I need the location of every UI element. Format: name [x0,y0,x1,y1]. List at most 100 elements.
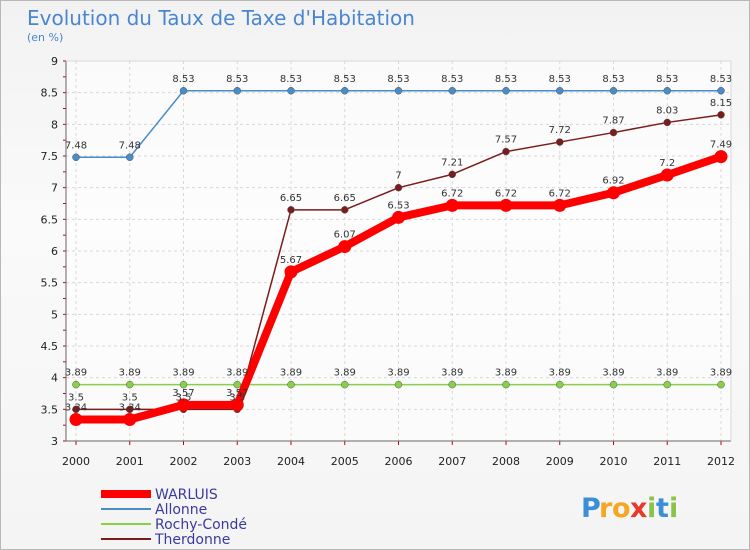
data-label: 8.53 [495,74,517,85]
data-point [607,186,620,200]
data-point [556,87,564,95]
data-label: 8.03 [656,105,678,116]
data-label: 7.49 [710,140,732,151]
data-label: 3.34 [119,402,141,413]
y-tick-label: 7.5 [41,150,59,163]
x-tick-label: 2006 [385,455,413,468]
data-label: 3.89 [549,368,571,379]
data-label: 7.57 [495,135,517,146]
data-label: 3.5 [68,392,84,403]
y-tick-label: 6.5 [41,213,59,226]
data-label: 8.15 [710,98,732,109]
svg-text:x: x [630,493,647,524]
data-point [663,380,671,389]
data-point [126,153,134,162]
data-label: 3.89 [65,368,87,379]
data-label: 8.53 [656,74,678,85]
svg-text:i: i [647,493,656,524]
data-label: 3.89 [387,368,409,379]
data-label: 8.53 [549,74,571,85]
data-label: 7.48 [65,140,87,151]
x-tick-label: 2011 [653,455,681,468]
data-point [556,138,564,146]
data-point [445,198,459,212]
chart-subtitle: (en %) [27,31,63,44]
data-label: 7.21 [441,157,463,168]
data-label: 3.89 [226,368,248,379]
data-label: 3.5 [122,392,138,403]
series-allonne [72,87,725,162]
data-point [556,380,564,389]
data-label: 3.5 [176,392,192,403]
y-tick-label: 4.5 [41,340,59,353]
data-label: 3.89 [710,368,732,379]
data-label: 3.57 [172,388,194,399]
data-label: 8.53 [334,74,356,85]
grid-lines [66,60,731,442]
data-point [126,380,134,389]
data-label: 6.72 [495,188,517,199]
data-label: 3.57 [226,388,248,399]
y-tick-label: 5.5 [41,277,59,290]
data-label: 8.53 [172,74,194,85]
data-point [502,380,510,389]
data-label: 7.72 [549,125,571,136]
data-label: 6.92 [602,176,624,187]
data-point [660,168,674,182]
data-label: 8.53 [441,74,463,85]
data-point [663,87,671,95]
x-tick-label: 2003 [223,455,251,468]
data-label: 3.5 [229,392,245,403]
data-point [502,147,510,156]
legend-label: WARLUIS [155,487,218,503]
data-label: 6.65 [280,193,302,204]
data-label: 8.53 [387,74,409,85]
svg-text:i: i [669,493,678,524]
data-label: 6.53 [387,200,409,211]
data-point [287,87,295,95]
x-tick-label: 2001 [116,455,144,468]
data-point [338,240,352,254]
data-point [392,210,405,224]
data-label: 3.89 [656,368,678,379]
data-point [287,380,295,389]
data-label: 3.89 [119,368,141,379]
x-tick-label: 2000 [62,455,90,468]
axes: 3 3.5 4 4.5 5 5.5 6 6.5 7 7.5 8 8.5 9 2000 2001 2002 200… [41,55,736,468]
y-tick-label: 3.5 [41,403,59,416]
x-tick-label: 2005 [331,455,359,468]
y-tick-label: 3 [51,435,58,448]
x-tick-label: 2008 [492,455,520,468]
data-labels: 7.48 7.48 8.53 8.53 8.53 8.53 8.53 8.53 8.53 8.53… [65,74,732,414]
data-point [69,412,83,426]
data-label: 6.72 [441,188,463,199]
data-label: 5.67 [280,255,302,266]
svg-text:r: r [599,493,613,524]
data-point [233,87,241,95]
data-point [72,153,80,162]
data-point [284,265,298,279]
x-tick-label: 2010 [600,455,628,468]
data-point [609,380,618,389]
data-point [177,398,190,412]
y-tick-label: 7 [51,182,58,195]
x-tick-label: 2007 [438,455,466,468]
data-label: 7 [395,171,401,182]
data-point [394,380,403,389]
data-label: 8.53 [710,74,732,85]
y-tick-label: 8 [51,118,58,131]
data-point [714,150,728,164]
y-tick-label: 8.5 [41,87,59,100]
data-point [179,87,188,95]
y-tick-label: 5 [51,308,58,321]
data-point [717,111,725,119]
x-tick-label: 2002 [170,455,198,468]
data-point [717,380,725,389]
data-label: 6.07 [334,230,356,241]
x-tick-label: 2004 [277,455,305,468]
data-point [72,380,80,389]
data-point [126,405,134,414]
data-label: 8.53 [602,74,624,85]
data-label: 3.89 [495,368,517,379]
